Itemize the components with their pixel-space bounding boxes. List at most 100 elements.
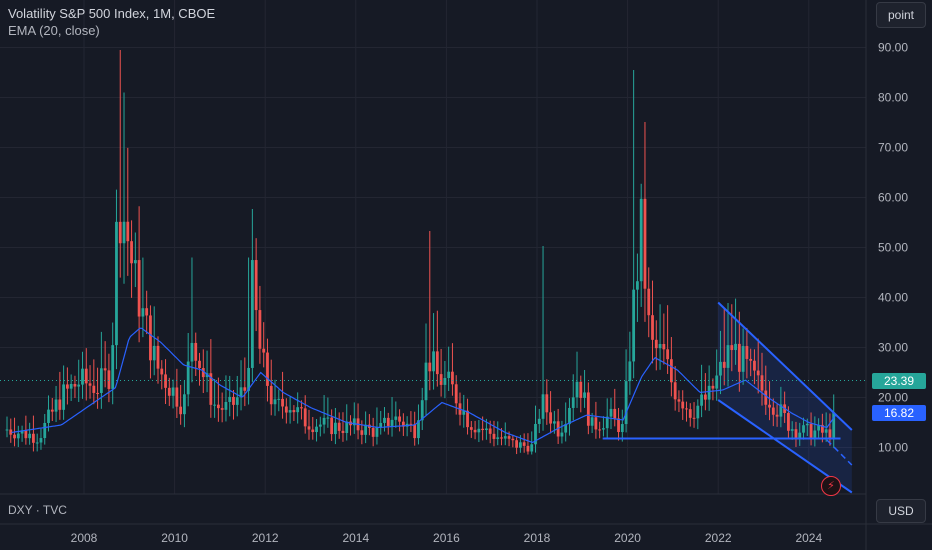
candle-body (700, 394, 703, 406)
candle-body (303, 408, 307, 427)
candle-body (379, 422, 383, 428)
candle-body (707, 385, 711, 400)
candle-body (492, 433, 496, 439)
grid-lines (0, 0, 866, 494)
channel-mid-dashed-line[interactable] (826, 439, 853, 466)
x-tick-label: 2018 (524, 531, 551, 545)
candle-body (779, 404, 783, 417)
candle-body (5, 429, 9, 431)
scale-mode-button[interactable]: point (876, 2, 926, 28)
candle-body (507, 436, 511, 439)
candle-body (84, 368, 88, 384)
candle-body (228, 396, 232, 402)
candle-body (719, 361, 722, 376)
candle-body (77, 384, 81, 387)
candle-body (575, 381, 579, 398)
candle-body (243, 387, 247, 391)
candle-body (201, 368, 205, 378)
candle-body (16, 433, 20, 439)
candle-body (658, 344, 662, 349)
candle-body (383, 417, 386, 423)
currency-button[interactable]: USD (876, 499, 926, 523)
candle-body (636, 281, 639, 290)
candle-body (454, 384, 458, 404)
candle-body (632, 289, 636, 362)
candle-body (133, 260, 137, 264)
candle-body (111, 345, 115, 389)
candle-body (447, 371, 451, 379)
candle-body (817, 424, 821, 431)
candle-body (398, 416, 401, 422)
candle-body (24, 430, 28, 439)
candle-body (749, 358, 753, 361)
candle-body (224, 401, 228, 410)
candle-body (443, 378, 447, 385)
candle-body (371, 427, 375, 437)
candle-body (375, 427, 379, 437)
candle-body (277, 398, 281, 400)
candle-body (39, 438, 43, 443)
x-tick-label: 2024 (795, 531, 822, 545)
candle-body (579, 381, 583, 398)
candle-body (209, 373, 213, 405)
candle-body (413, 424, 417, 439)
candle-body (216, 404, 220, 409)
candle-body (122, 221, 126, 244)
candle-body (99, 368, 103, 393)
candle-body (647, 288, 651, 316)
candle-body (292, 410, 296, 413)
symbol-title[interactable]: Volatility S&P 500 Index, 1M, CBOE (8, 6, 216, 21)
candle-body (28, 433, 32, 439)
candle-body (194, 342, 198, 361)
candle-body (65, 384, 69, 389)
candle-body (156, 345, 160, 369)
candle-body (360, 430, 364, 435)
candle-body (654, 339, 658, 349)
candle-body (496, 437, 500, 439)
candle-body (54, 399, 58, 412)
candle-body (673, 382, 677, 400)
channel-upper-line[interactable] (717, 301, 853, 431)
candle-body (115, 221, 118, 346)
candle-body (137, 260, 141, 317)
candle-body (477, 428, 481, 433)
candle-body (183, 394, 186, 415)
candle-body (220, 408, 224, 410)
candle-body (541, 394, 545, 419)
candle-body (232, 396, 235, 405)
compare-symbol-label[interactable]: DXY · TVC (8, 503, 67, 517)
candle-body (394, 416, 398, 420)
candle-body (734, 343, 737, 351)
ema-indicator-label[interactable]: EMA (20, close) (8, 23, 100, 38)
time-axis[interactable]: 2008 2010 2012 2014 2016 2018 2020 2022 2024 (71, 531, 823, 545)
ema-line (11, 327, 837, 444)
candle-body (69, 383, 73, 389)
candle-body (824, 429, 828, 433)
candle-body (92, 385, 96, 393)
candle-body (605, 416, 609, 429)
y-tick-label: 30.00 (878, 341, 908, 355)
candle-body (741, 346, 745, 372)
candle-body (730, 345, 734, 351)
candle-body (424, 362, 428, 401)
price-axis[interactable]: 10.00 20.00 30.00 40.00 50.00 60.00 70.00 80.00… (878, 41, 908, 455)
candle-body (269, 385, 273, 405)
candle-body (401, 421, 405, 427)
ema-value-tag: 16.82 (872, 405, 926, 422)
candle-body (828, 429, 832, 439)
candle-body (809, 423, 813, 440)
candle-body (35, 442, 39, 444)
candle-body (760, 375, 764, 391)
candle-body (620, 424, 624, 433)
y-tick-label: 90.00 (878, 41, 908, 55)
candle-body (643, 198, 647, 289)
candle-body (326, 417, 330, 419)
candle-body (167, 387, 171, 396)
candle-body (364, 424, 368, 435)
candlestick-series (5, 50, 836, 455)
candle-body (639, 198, 643, 282)
candle-body (753, 360, 756, 371)
lightning-alert-icon[interactable]: ⚡ (821, 476, 841, 496)
candle-body (428, 362, 432, 372)
